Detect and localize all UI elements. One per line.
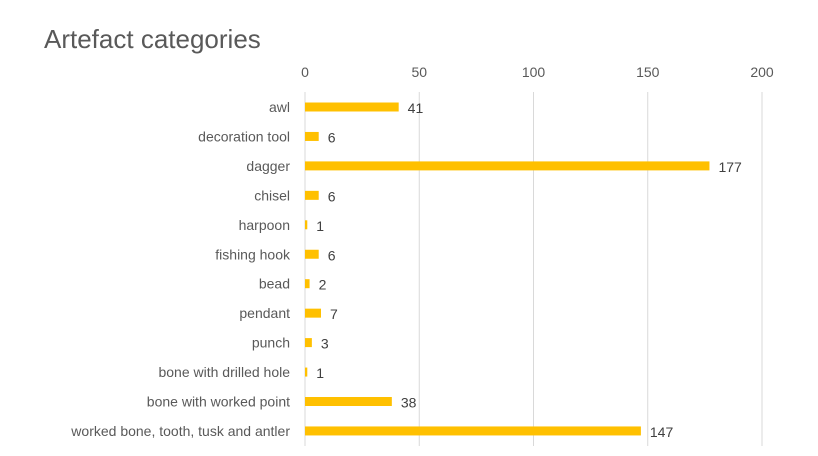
category-label: decoration tool [198, 128, 290, 144]
bar [305, 161, 710, 171]
x-tick-label: 200 [750, 64, 774, 80]
bar [305, 131, 319, 141]
data-label: 3 [321, 336, 329, 352]
bars [305, 102, 710, 436]
x-tick-label: 50 [411, 64, 427, 80]
bar [305, 279, 310, 289]
x-axis-ticks: 0 50 100 150 200 [301, 64, 774, 80]
category-labels: awl decoration tool dagger chisel harpoon fis… [70, 99, 291, 439]
bar [305, 102, 399, 112]
gridlines [304, 92, 763, 446]
bar [305, 308, 321, 318]
category-label: pendant [239, 305, 290, 321]
bar [305, 220, 308, 230]
x-tick-label: 0 [301, 64, 309, 80]
data-label: 7 [330, 306, 338, 322]
data-label: 177 [718, 159, 742, 175]
data-label: 38 [401, 395, 417, 411]
category-label: punch [252, 335, 290, 351]
chart-title: Artefact categories [44, 24, 261, 54]
bar [305, 249, 319, 259]
bar [305, 426, 641, 436]
bar [305, 338, 312, 348]
x-tick-label: 100 [522, 64, 546, 80]
bar [305, 190, 319, 200]
category-label: dagger [246, 158, 290, 174]
data-label: 1 [316, 365, 324, 381]
category-label: chisel [254, 187, 290, 203]
data-label: 6 [328, 129, 336, 145]
category-label: awl [269, 99, 290, 115]
data-label: 1 [316, 218, 324, 234]
data-label: 6 [328, 247, 336, 263]
category-label: harpoon [239, 217, 290, 233]
x-tick-label: 150 [636, 64, 660, 80]
bar [305, 367, 308, 377]
bar [305, 397, 392, 406]
category-label: bone with drilled hole [158, 364, 290, 380]
data-label: 147 [650, 424, 674, 440]
data-label: 41 [408, 100, 424, 116]
category-label: worked bone, tooth, tusk and antler [70, 423, 290, 439]
category-label: bone with worked point [147, 394, 290, 410]
data-label: 2 [319, 277, 327, 293]
data-label: 6 [328, 188, 336, 204]
category-label: bead [259, 276, 290, 292]
category-label: fishing hook [215, 246, 291, 262]
